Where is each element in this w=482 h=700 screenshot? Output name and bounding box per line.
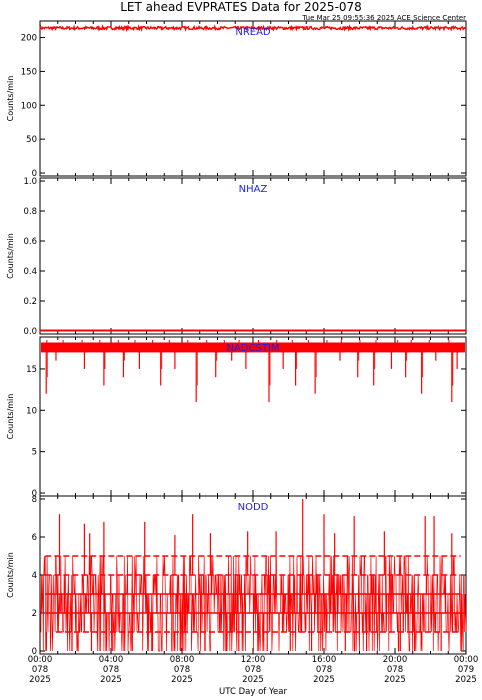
series-nadcstim bbox=[41, 340, 465, 403]
y-axis-label: Counts/min bbox=[6, 76, 15, 122]
x-tick-label: 2025 bbox=[455, 675, 477, 685]
x-axis-labels: 00:00078202504:00078202508:00078202512:0… bbox=[28, 655, 479, 685]
y-tick-label: 1.0 bbox=[23, 177, 37, 187]
y-tick-label: 5 bbox=[32, 448, 37, 458]
y-tick-label: 0 bbox=[32, 647, 37, 657]
x-tick-label: 078 bbox=[32, 665, 48, 675]
y-axis-label: Counts/min bbox=[6, 394, 15, 440]
y-tick-label: 0.6 bbox=[23, 237, 37, 247]
y-tick-label: 0.0 bbox=[23, 327, 37, 337]
panel-nadcstim: 0 5 10 15 Counts/min NADCSTIM bbox=[6, 336, 467, 499]
y-tick-label: 0 bbox=[32, 169, 37, 179]
panel-nhaz: 0.0 0.2 0.4 0.6 0.8 1.0 Counts/min NHAZ bbox=[6, 177, 467, 337]
panel-frame bbox=[39, 177, 467, 335]
x-tick-label: 2025 bbox=[313, 675, 335, 685]
panels-group: 050100150200Counts/minNREAD0.00.20.40.60… bbox=[6, 20, 467, 657]
panel-frame bbox=[39, 20, 467, 177]
x-tick-label: 078 bbox=[387, 665, 403, 675]
y-tick-label: 6 bbox=[32, 533, 37, 543]
x-tick-label: 078 bbox=[103, 665, 119, 675]
panel-nodd: 0 2 4 6 8 Counts/min NODD bbox=[6, 495, 467, 657]
y-tick-label: 200 bbox=[21, 34, 37, 44]
timestamp: Tue Mar 25 09:55:36 2025 ACE Science Cen… bbox=[301, 14, 466, 22]
x-tick-label: 079 bbox=[458, 665, 474, 675]
x-tick-label: 00:00 bbox=[454, 655, 479, 665]
panel-label: NREAD bbox=[235, 27, 271, 38]
y-tick-label: 100 bbox=[21, 101, 37, 111]
x-tick-label: 20:00 bbox=[383, 655, 408, 665]
x-tick-label: 16:00 bbox=[312, 655, 337, 665]
x-tick-label: 2025 bbox=[384, 675, 406, 685]
x-tick-label: 12:00 bbox=[241, 655, 266, 665]
y-tick-label: 150 bbox=[21, 67, 37, 77]
series-nodd bbox=[40, 499, 467, 652]
y-tick-label: 0.2 bbox=[23, 297, 37, 307]
y-axis-label: Counts/min bbox=[6, 233, 15, 279]
y-axis-label: Counts/min bbox=[6, 552, 15, 598]
x-tick-label: 2025 bbox=[100, 675, 122, 685]
chart-title: LET ahead EVPRATES Data for 2025-078 bbox=[120, 0, 362, 14]
y-tick-label: 4 bbox=[32, 571, 37, 581]
series-nread bbox=[39, 24, 467, 33]
x-tick-label: 2025 bbox=[171, 675, 193, 685]
x-tick-label: 04:00 bbox=[99, 655, 124, 665]
x-tick-label: 00:00 bbox=[28, 655, 53, 665]
panel-nread: 0 50 100 150 200 Counts/min NREAD bbox=[6, 20, 467, 179]
y-tick-label: 0.4 bbox=[23, 267, 37, 277]
y-tick-label: 10 bbox=[26, 406, 37, 416]
y-tick-label: 2 bbox=[32, 609, 37, 619]
x-tick-label: 078 bbox=[174, 665, 190, 675]
panel-label: NADCSTIM bbox=[226, 343, 279, 354]
trace-band bbox=[41, 342, 465, 353]
y-tick-label: 0 bbox=[32, 489, 37, 499]
x-axis-title: UTC Day of Year bbox=[219, 687, 287, 697]
y-tick-label: 0.8 bbox=[23, 207, 37, 217]
panel-label: NODD bbox=[238, 502, 269, 513]
x-tick-label: 2025 bbox=[29, 675, 51, 685]
x-tick-label: 078 bbox=[245, 665, 261, 675]
x-tick-label: 08:00 bbox=[170, 655, 195, 665]
y-tick-label: 50 bbox=[26, 135, 37, 145]
panel-label: NHAZ bbox=[239, 184, 268, 195]
trace-line bbox=[39, 24, 467, 33]
x-tick-label: 078 bbox=[316, 665, 332, 675]
y-tick-label: 15 bbox=[26, 365, 37, 375]
y-tick-label: 8 bbox=[32, 495, 37, 505]
x-tick-label: 2025 bbox=[242, 675, 264, 685]
